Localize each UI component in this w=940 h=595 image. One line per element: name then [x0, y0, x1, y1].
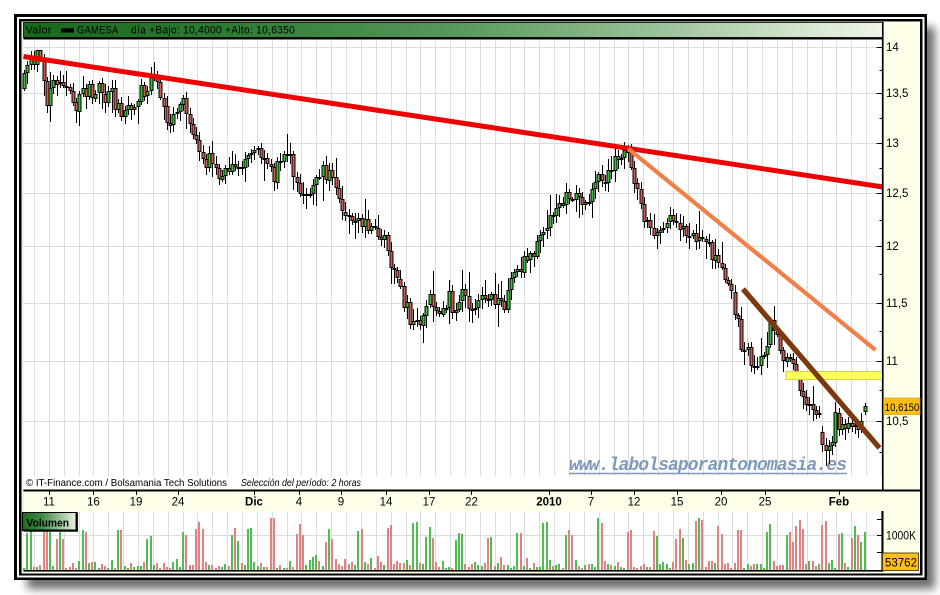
svg-text:16: 16 [87, 497, 100, 509]
svg-text:22: 22 [465, 497, 478, 509]
svg-text:Selección del período: 2 horas: Selección del período: 2 horas [241, 478, 361, 489]
svg-text:14: 14 [380, 497, 393, 509]
svg-text:2010: 2010 [536, 497, 562, 509]
svg-text:día +Bajo: 10,4000 +Alto: 10,6: día +Bajo: 10,4000 +Alto: 10,6350 [131, 25, 295, 37]
svg-text:9: 9 [338, 497, 344, 509]
svg-text:24: 24 [172, 497, 185, 509]
svg-text:20: 20 [715, 497, 728, 509]
svg-text:25: 25 [759, 497, 772, 509]
svg-text:10,5: 10,5 [886, 416, 908, 428]
svg-text:19: 19 [130, 497, 143, 509]
svg-text:1000K: 1000K [886, 531, 916, 543]
svg-text:11: 11 [886, 356, 898, 368]
svg-text:Valor: Valor [26, 25, 52, 37]
svg-text:Dic: Dic [245, 497, 264, 509]
svg-text:13,5: 13,5 [886, 88, 908, 100]
svg-text:11: 11 [43, 497, 55, 509]
svg-text:Feb: Feb [829, 497, 849, 509]
svg-text:4: 4 [296, 497, 303, 509]
svg-text:11,5: 11,5 [886, 298, 908, 310]
svg-text:Volumen: Volumen [27, 518, 70, 530]
svg-text:www.labolsaporantonomasia.es: www.labolsaporantonomasia.es [569, 456, 847, 476]
svg-text:10,6150: 10,6150 [885, 402, 920, 414]
svg-text:53762: 53762 [885, 558, 917, 570]
svg-text:15: 15 [671, 497, 684, 509]
svg-text:14: 14 [886, 42, 899, 54]
svg-text:7: 7 [588, 497, 594, 509]
svg-text:17: 17 [423, 497, 436, 509]
svg-text:12: 12 [886, 241, 899, 253]
svg-text:13: 13 [886, 138, 899, 150]
svg-text:12: 12 [628, 497, 641, 509]
svg-text:GAMESA: GAMESA [77, 25, 119, 37]
svg-text:12,5: 12,5 [886, 188, 908, 200]
svg-text:© IT-Finance.com / Bolsamania: © IT-Finance.com / Bolsamania Tech Solut… [26, 478, 227, 489]
